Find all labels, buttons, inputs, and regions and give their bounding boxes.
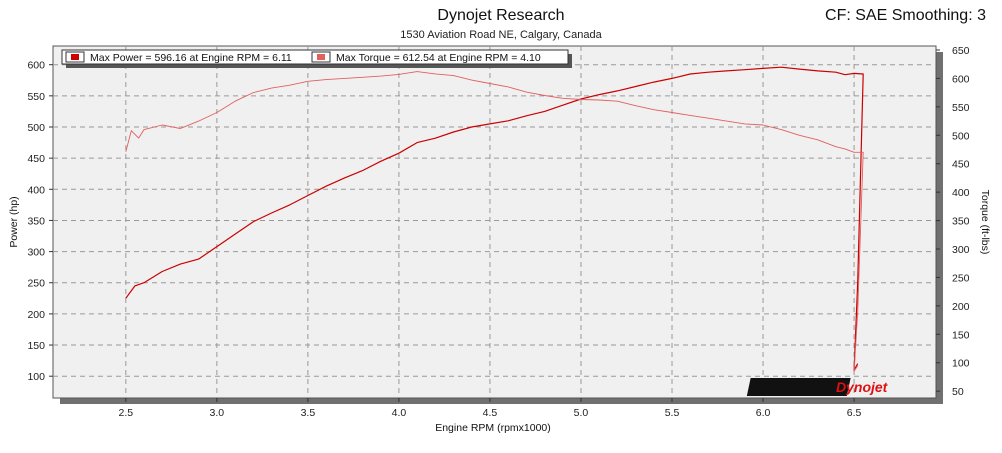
y2-tick-label: 300 bbox=[952, 244, 970, 256]
y-tick-label: 250 bbox=[27, 278, 45, 290]
x-tick-label: 4.0 bbox=[392, 407, 407, 419]
torque-series-line bbox=[125, 71, 864, 372]
legend-swatch-power bbox=[71, 54, 79, 60]
y2-tick-label: 650 bbox=[952, 45, 970, 57]
legend: Max Power = 596.16 at Engine RPM = 6.11 … bbox=[61, 49, 572, 68]
legend-entry-torque: Max Torque = 612.54 at Engine RPM = 4.10 bbox=[336, 52, 541, 64]
y2-tick-label: 200 bbox=[952, 301, 970, 313]
x-tick-label: 5.0 bbox=[574, 407, 589, 419]
logo-badge bbox=[746, 378, 851, 396]
y-tick-label: 550 bbox=[27, 91, 45, 103]
logo-text: Dynojet bbox=[836, 379, 889, 395]
grid bbox=[53, 46, 936, 398]
x-tick-label: 4.5 bbox=[483, 407, 498, 419]
x-tick-label: 3.5 bbox=[301, 407, 316, 419]
y-tick-label: 400 bbox=[27, 184, 45, 196]
y2-tick-label: 400 bbox=[952, 187, 970, 199]
x-axis-title: Engine RPM (rpmx1000) bbox=[435, 422, 551, 434]
y-tick-label: 600 bbox=[27, 60, 45, 72]
y2-tick-label: 550 bbox=[952, 102, 970, 114]
chart-title: Dynojet Research bbox=[437, 7, 565, 24]
x-tick-label: 6.0 bbox=[756, 407, 771, 419]
y-tick-label: 350 bbox=[27, 215, 45, 227]
power-series-line bbox=[125, 66, 864, 371]
y2-tick-label: 600 bbox=[952, 73, 970, 85]
y2-tick-label: 50 bbox=[952, 386, 964, 398]
y2-tick-label: 450 bbox=[952, 159, 970, 171]
x-tick-label: 3.0 bbox=[210, 407, 225, 419]
correction-factor-label: CF: SAE Smoothing: 3 bbox=[825, 7, 986, 24]
y2-tick-label: 350 bbox=[952, 216, 970, 228]
y2-tick-label: 100 bbox=[952, 358, 970, 370]
axes: 2.5 3.0 3.5 4.0 4.5 5.0 5.5 6.0 6.5 100 150 200 250 3… bbox=[27, 45, 969, 419]
y-tick-label: 200 bbox=[27, 309, 45, 321]
chart-subtitle: 1530 Aviation Road NE, Calgary, Canada bbox=[400, 29, 602, 41]
y2-tick-label: 250 bbox=[952, 272, 970, 284]
y-tick-label: 150 bbox=[27, 340, 45, 352]
legend-entry-power: Max Power = 596.16 at Engine RPM = 6.11 bbox=[90, 52, 292, 64]
plot-area bbox=[52, 45, 937, 399]
y-tick-label: 100 bbox=[27, 371, 45, 383]
x-tick-label: 6.5 bbox=[847, 407, 862, 419]
y2-axis-title: Torque (ft-lbs) bbox=[979, 190, 991, 255]
x-tick-label: 5.5 bbox=[665, 407, 680, 419]
y-axis-title: Power (hp) bbox=[8, 196, 20, 247]
y-tick-label: 300 bbox=[27, 247, 45, 259]
x-tick-label: 2.5 bbox=[119, 407, 134, 419]
series-layer bbox=[125, 66, 864, 372]
legend-swatch-torque bbox=[317, 54, 325, 60]
y2-tick-label: 500 bbox=[952, 130, 970, 142]
y2-tick-label: 150 bbox=[952, 329, 970, 341]
y-tick-label: 500 bbox=[27, 122, 45, 134]
y-tick-label: 450 bbox=[27, 153, 45, 165]
dynojet-logo: Dynojet bbox=[746, 378, 889, 396]
